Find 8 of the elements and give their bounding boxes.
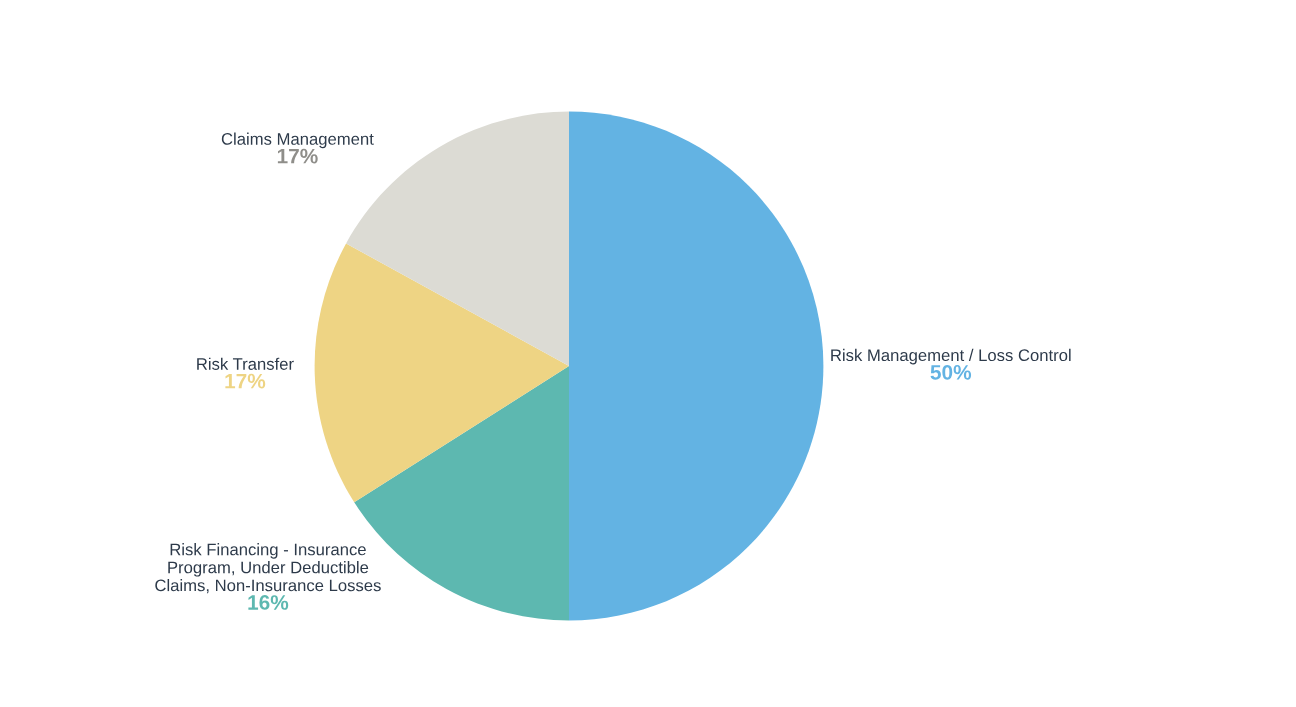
- data-label: 16%: [248, 595, 289, 610]
- slice-label: Risk Management / Loss Control: [831, 348, 1071, 365]
- data-label: 50%: [930, 364, 972, 380]
- slice-label: Claims Management: [221, 132, 374, 149]
- slice-label: Risk Transfer: [197, 357, 294, 370]
- slice-label: Risk Financing - Insurance Program, Under Deductible Claims, Non-Insurance Losses: [155, 543, 381, 594]
- data-label: 17%: [225, 373, 266, 389]
- data-label: 17%: [277, 148, 318, 164]
